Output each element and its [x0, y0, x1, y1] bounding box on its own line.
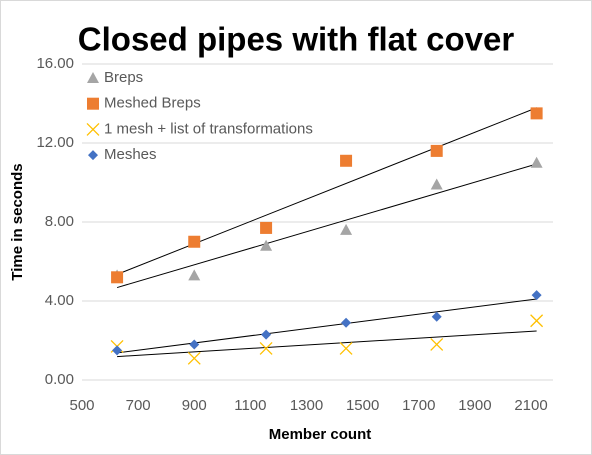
point [431, 311, 442, 322]
y-tick-label: 4.00 [45, 292, 74, 309]
chart-title: Closed pipes with flat cover [78, 21, 515, 58]
trendline [117, 298, 537, 354]
legend-label: Meshed Breps [104, 95, 201, 112]
legend-label: 1 mesh + list of transformations [104, 120, 313, 137]
point [339, 341, 353, 355]
legend-label: Breps [104, 69, 143, 86]
point [189, 339, 200, 350]
point [531, 290, 542, 301]
y-tick-label: 0.00 [45, 371, 74, 388]
x-tick-label: 900 [182, 397, 207, 414]
point [430, 337, 444, 351]
legend-marker [86, 122, 100, 136]
legend-marker [87, 72, 99, 83]
legend-marker [88, 150, 98, 161]
point [430, 178, 443, 190]
point [430, 144, 443, 157]
trendline [116, 163, 537, 289]
point [530, 156, 543, 168]
point [259, 341, 273, 355]
x-tick-label: 2100 [514, 397, 547, 414]
trendline [117, 330, 537, 358]
x-tick-label: 1100 [234, 397, 266, 414]
point [261, 329, 272, 340]
x-tick-label: 1500 [346, 397, 379, 414]
x-tick-label: 1900 [458, 397, 491, 414]
y-tick-label: 8.00 [45, 213, 74, 230]
point [188, 235, 201, 248]
point [188, 269, 201, 281]
point [260, 239, 273, 251]
y-tick-label: 12.00 [36, 134, 74, 151]
point [530, 107, 543, 120]
point [112, 345, 123, 356]
point [260, 221, 273, 234]
legend-label: Meshes [104, 146, 157, 163]
point [340, 154, 353, 167]
x-axis-title: Member count [269, 426, 372, 443]
y-axis-title: Time in seconds [9, 163, 26, 280]
x-tick-label: 1700 [402, 397, 435, 414]
y-tick-label: 16.00 [36, 55, 74, 72]
x-tick-label: 500 [69, 397, 94, 414]
point [187, 351, 201, 365]
x-tick-label: 1300 [290, 397, 323, 414]
point [341, 317, 352, 328]
point [340, 223, 353, 235]
point [530, 314, 544, 328]
trendline [116, 107, 537, 275]
point [111, 271, 124, 284]
x-tick-label: 700 [126, 397, 151, 414]
legend-marker [87, 97, 99, 110]
